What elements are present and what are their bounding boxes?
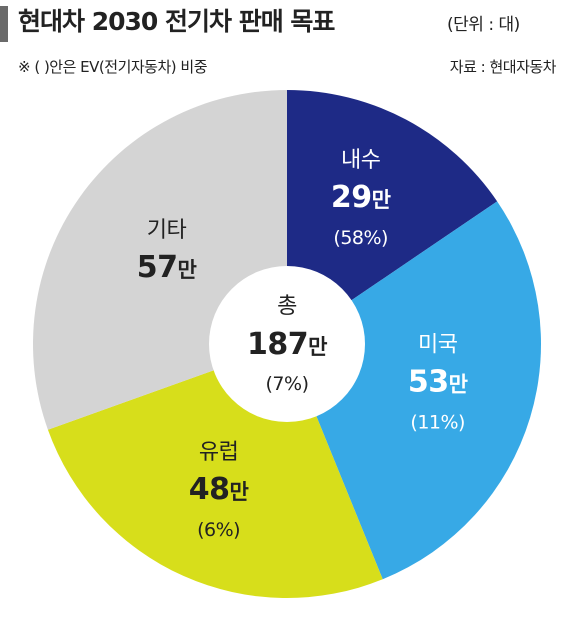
slice-percent-1: (58%): [333, 227, 388, 249]
slice-percent-2: (11%): [410, 412, 465, 434]
title-accent-bar: [0, 6, 8, 42]
center-total-value: 187만: [247, 327, 327, 362]
slice-label-3: 유럽: [199, 440, 238, 465]
pie-slice-1: [287, 90, 498, 344]
unit-label: (단위 : 대): [447, 15, 520, 35]
center-total-label: 총: [277, 294, 297, 319]
slice-value-3: 48만: [189, 472, 249, 507]
slice-value-1: 29만: [331, 180, 391, 215]
center-total-percent: (7%): [266, 373, 309, 395]
slice-label-1: 내수: [341, 148, 381, 173]
slice-percent-3: (6%): [197, 519, 240, 541]
slice-label-4: 기타: [147, 218, 187, 243]
source-label: 자료 : 현대자동차: [449, 58, 557, 76]
ev-share-note: ※ ( )안은 EV(전기자동차) 비중: [18, 58, 208, 76]
slice-label-2: 미국: [418, 333, 458, 358]
slice-value-4: 57만: [137, 250, 197, 285]
chart-title: 현대차 2030 전기차 판매 목표: [18, 7, 335, 36]
pie-slice-2: [287, 201, 541, 580]
slice-value-2: 53만: [408, 365, 468, 400]
center-circle: [209, 266, 365, 422]
